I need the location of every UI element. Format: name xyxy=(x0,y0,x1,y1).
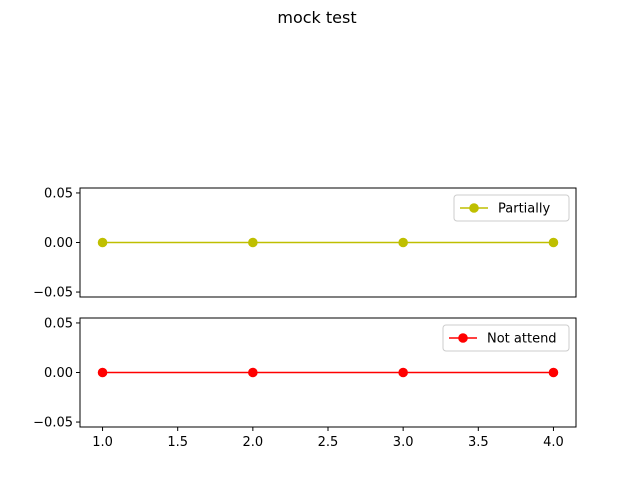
subplot-2: 0.05 0.00 −0.05 1.0 1.5 2.0 2.5 3.0 3.5 4.0 Not at… xyxy=(33,316,577,450)
data-point xyxy=(248,237,258,248)
data-point xyxy=(548,367,559,378)
x-tick-label: 2.5 xyxy=(318,435,339,450)
y-tick-label: −0.05 xyxy=(33,416,73,431)
data-point xyxy=(398,367,408,378)
y-tick-label: 0.05 xyxy=(44,186,73,201)
data-point xyxy=(97,237,108,248)
x-tick-label: 1.0 xyxy=(92,435,113,450)
data-point xyxy=(97,367,108,378)
data-point xyxy=(548,237,559,248)
y-tick-label: −0.05 xyxy=(33,286,73,301)
legend-label: Partially xyxy=(498,202,550,217)
legend: Not attend xyxy=(442,324,570,352)
legend: Partially xyxy=(453,194,570,222)
legend-label: Not attend xyxy=(487,332,557,347)
subplot-1: 0.05 0.00 −0.05 Partially xyxy=(33,186,577,301)
x-tick-label: 3.0 xyxy=(393,435,414,450)
legend-box xyxy=(442,324,570,352)
figure-title: mock test xyxy=(277,8,356,27)
x-tick-label: 2.0 xyxy=(243,435,264,450)
y-tick-label: 0.00 xyxy=(44,236,73,251)
y-tick-label: 0.05 xyxy=(44,316,73,331)
legend-marker xyxy=(458,333,468,343)
legend-marker xyxy=(469,203,479,213)
x-tick-label: 4.0 xyxy=(543,435,564,450)
x-tick-label: 1.5 xyxy=(167,435,188,450)
data-point xyxy=(398,237,408,248)
charts: 0.05 0.00 −0.05 Partially 0.05 0.00 −0.05 1.0 1.… xyxy=(33,186,577,450)
legend-box xyxy=(453,194,570,222)
y-tick-label: 0.00 xyxy=(44,366,73,381)
data-point xyxy=(248,367,258,378)
x-tick-label: 3.5 xyxy=(468,435,489,450)
